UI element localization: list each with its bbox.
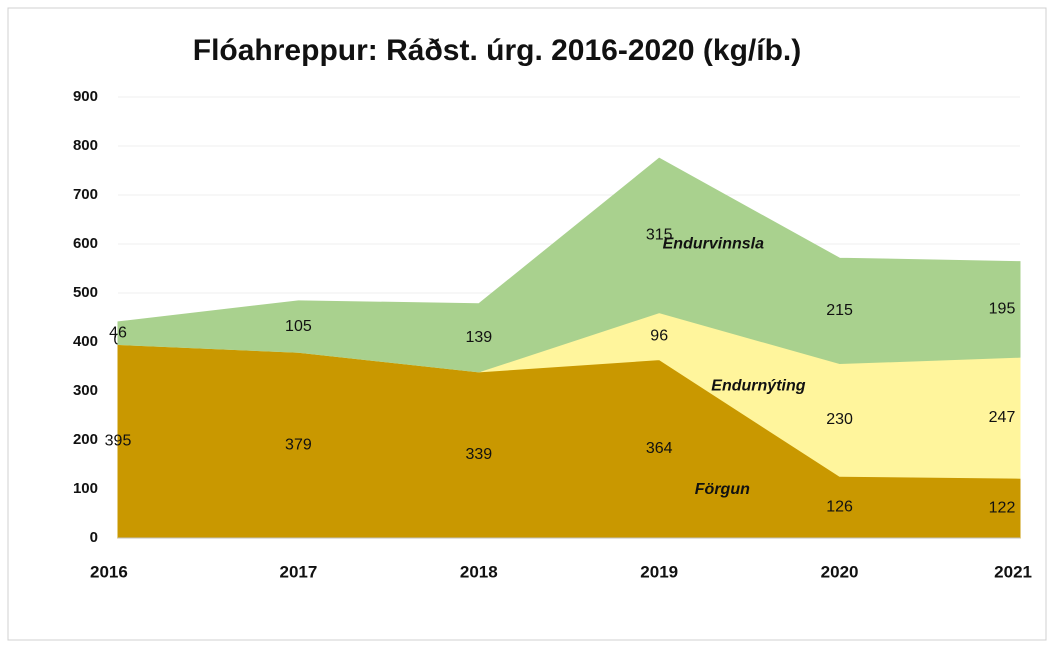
y-tick-label: 700	[73, 186, 98, 203]
chart-title: Flóahreppur: Ráðst. úrg. 2016-2020 (kg/í…	[193, 34, 801, 67]
data-label: 339	[465, 446, 492, 463]
x-tick-label: 2019	[640, 562, 678, 581]
y-tick-label: 600	[73, 235, 98, 252]
x-tick-label: 2021	[994, 562, 1032, 581]
data-label: 230	[826, 411, 853, 428]
y-tick-label: 400	[73, 333, 98, 350]
y-tick-label: 900	[73, 88, 98, 105]
data-label: 105	[285, 318, 312, 335]
y-tick-label: 500	[73, 284, 98, 301]
y-tick-label: 200	[73, 431, 98, 448]
x-tick-label: 2016	[90, 562, 128, 581]
data-label: 247	[989, 409, 1016, 426]
y-tick-label: 800	[73, 137, 98, 154]
x-tick-label: 2020	[821, 562, 859, 581]
area	[117, 157, 1021, 373]
y-tick-label: 300	[73, 382, 98, 399]
data-label: 364	[646, 440, 673, 457]
y-tick-label: 100	[73, 480, 98, 497]
data-label: 96	[650, 327, 668, 344]
data-label: 46	[109, 324, 127, 341]
data-label: 315	[646, 227, 673, 244]
data-label: 395	[105, 432, 132, 449]
data-label: 126	[826, 498, 853, 515]
x-tick-label: 2017	[279, 562, 317, 581]
data-label: 379	[285, 436, 312, 453]
y-tick-label: 0	[90, 529, 98, 546]
data-label: 195	[989, 301, 1016, 318]
series-name: Förgun	[695, 481, 750, 498]
data-label: 215	[826, 302, 853, 319]
series-name: Endurvinnsla	[663, 235, 764, 252]
x-tick-label: 2018	[460, 562, 498, 581]
series-name: Endurnýting	[711, 378, 805, 395]
data-label: 122	[989, 499, 1016, 516]
data-label: 139	[465, 329, 492, 346]
